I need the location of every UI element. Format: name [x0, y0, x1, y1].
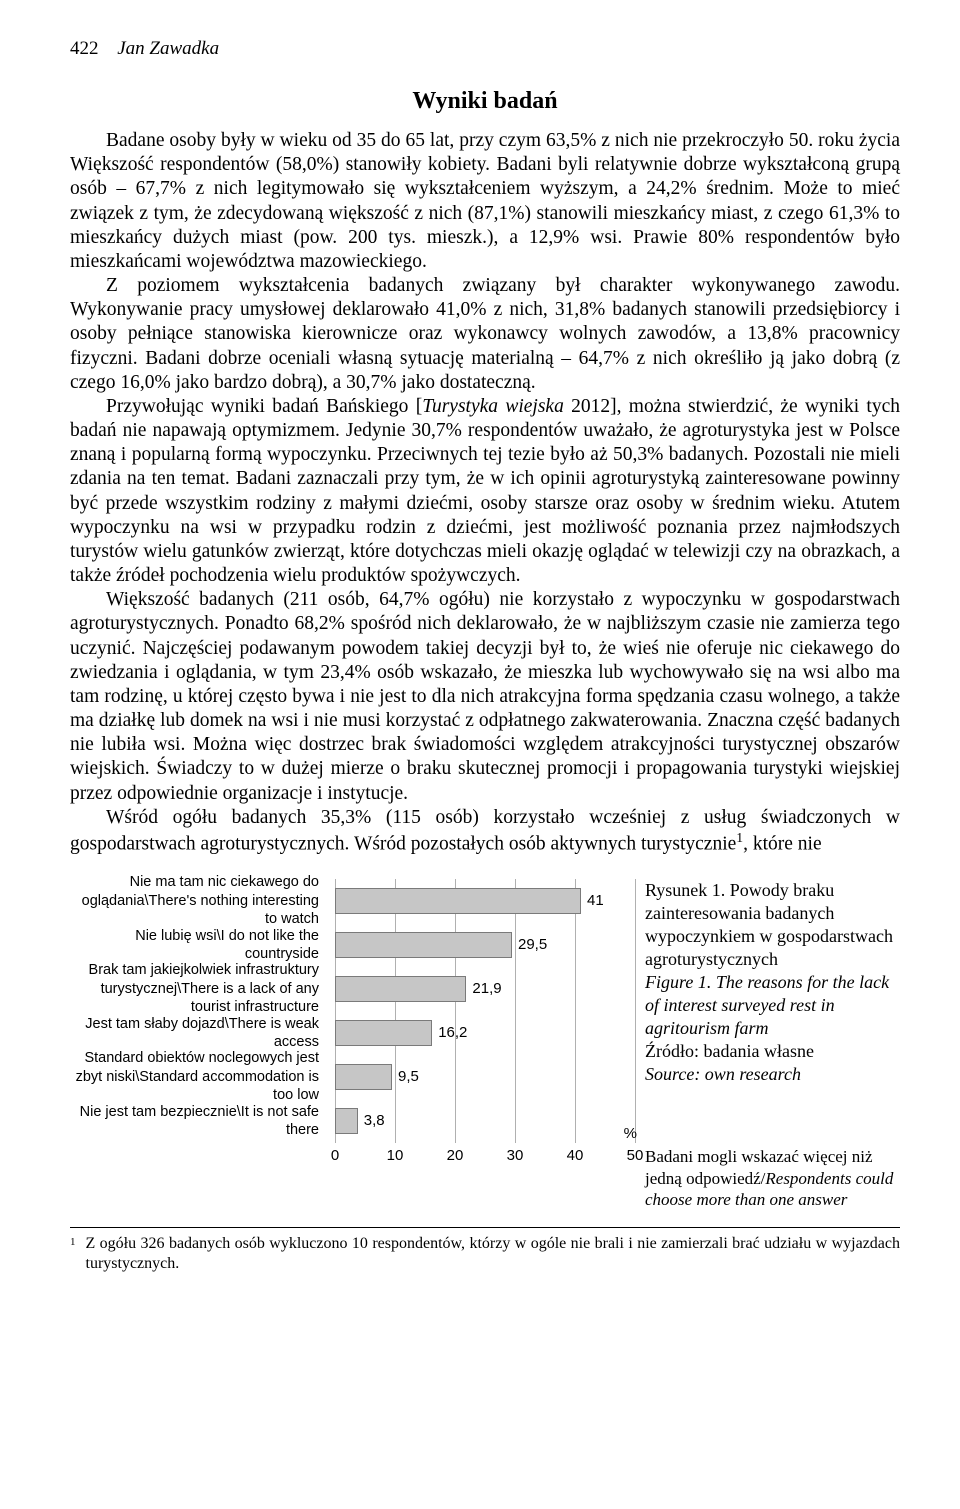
bar	[335, 1020, 432, 1046]
bar-row: 21,9	[335, 967, 502, 1011]
paragraph-5: Wśród ogółu badanych 35,3% (115 osób) ko…	[70, 806, 900, 857]
chart-category-label: Brak tam jakiejkolwiek infrastruktury tu…	[70, 967, 325, 1011]
x-tick: 30	[507, 1147, 524, 1164]
chart-category-label: Nie ma tam nic ciekawego do oglądania\Th…	[70, 879, 325, 923]
chart-category-label: Standard obiektów noclegowych jest zbyt …	[70, 1055, 325, 1099]
bar-row: 9,5	[335, 1055, 419, 1099]
bar	[335, 1064, 392, 1090]
bar-row: 16,2	[335, 1011, 467, 1055]
body-text: Badane osoby były w wieku od 35 do 65 la…	[70, 129, 900, 857]
x-tick: 20	[447, 1147, 464, 1164]
chart-category-label: Nie lubię wsi\I do not like the countrys…	[70, 923, 325, 967]
chart-category-label: Nie jest tam bezpiecznie\It is not safe …	[70, 1099, 325, 1143]
figure-title-en: Figure 1. The reasons for the lack of in…	[645, 971, 900, 1040]
figure-note: Badani mogli wskazać więcej niż jedną od…	[645, 1146, 900, 1211]
chart-category-label: Jest tam słaby dojazd\There is weak acce…	[70, 1011, 325, 1055]
footnote: 1 Z ogółu 326 badanych osób wykluczono 1…	[70, 1234, 900, 1274]
section-title: Wyniki badań	[70, 88, 900, 115]
page-number: 422	[70, 38, 99, 59]
x-tick: 0	[331, 1147, 339, 1164]
bar-value-label: 29,5	[518, 936, 547, 953]
bar-row: 3,8	[335, 1099, 385, 1143]
bar-value-label: 9,5	[398, 1068, 419, 1085]
percent-symbol: %	[624, 1125, 637, 1142]
bar-value-label: 3,8	[364, 1112, 385, 1129]
figure-source-pl: Źródło: badania własne	[645, 1040, 900, 1063]
paragraph-3: Przywołując wyniki badań Bańskiego [Tury…	[70, 395, 900, 588]
figure-1: Nie ma tam nic ciekawego do oglądania\Th…	[70, 879, 900, 1212]
figure-title-pl: Rysunek 1. Powody braku zainteresowania …	[645, 879, 900, 971]
bar-value-label: 16,2	[438, 1024, 467, 1041]
bar-chart: 4129,521,916,29,53,8 % 01020304050	[335, 879, 635, 1212]
footnote-separator	[70, 1227, 900, 1228]
author-name: Jan Zawadka	[117, 38, 219, 59]
running-header: 422 Jan Zawadka	[70, 38, 900, 60]
footnote-text: Z ogółu 326 badanych osób wykluczono 10 …	[86, 1234, 901, 1274]
figure-source-en: Source: own research	[645, 1063, 900, 1086]
x-tick: 40	[567, 1147, 584, 1164]
x-tick: 10	[387, 1147, 404, 1164]
bar-row: 41	[335, 879, 604, 923]
bar-value-label: 21,9	[472, 980, 501, 997]
bar	[335, 976, 466, 1002]
bar	[335, 888, 581, 914]
bar-value-label: 41	[587, 892, 604, 909]
x-axis: % 01020304050	[335, 1143, 635, 1165]
x-tick: 50	[627, 1147, 644, 1164]
chart-category-labels: Nie ma tam nic ciekawego do oglądania\Th…	[70, 879, 325, 1212]
paragraph-4: Większość badanych (211 osób, 64,7% ogół…	[70, 588, 900, 806]
bar-row: 29,5	[335, 923, 547, 967]
bar	[335, 1108, 358, 1134]
paragraph-1: Badane osoby były w wieku od 35 do 65 la…	[70, 129, 900, 274]
footnote-mark: 1	[70, 1236, 76, 1274]
paragraph-2: Z poziomem wykształcenia badanych związa…	[70, 274, 900, 395]
figure-caption: Rysunek 1. Powody braku zainteresowania …	[645, 879, 900, 1212]
gridline	[635, 879, 636, 1143]
bar	[335, 932, 512, 958]
